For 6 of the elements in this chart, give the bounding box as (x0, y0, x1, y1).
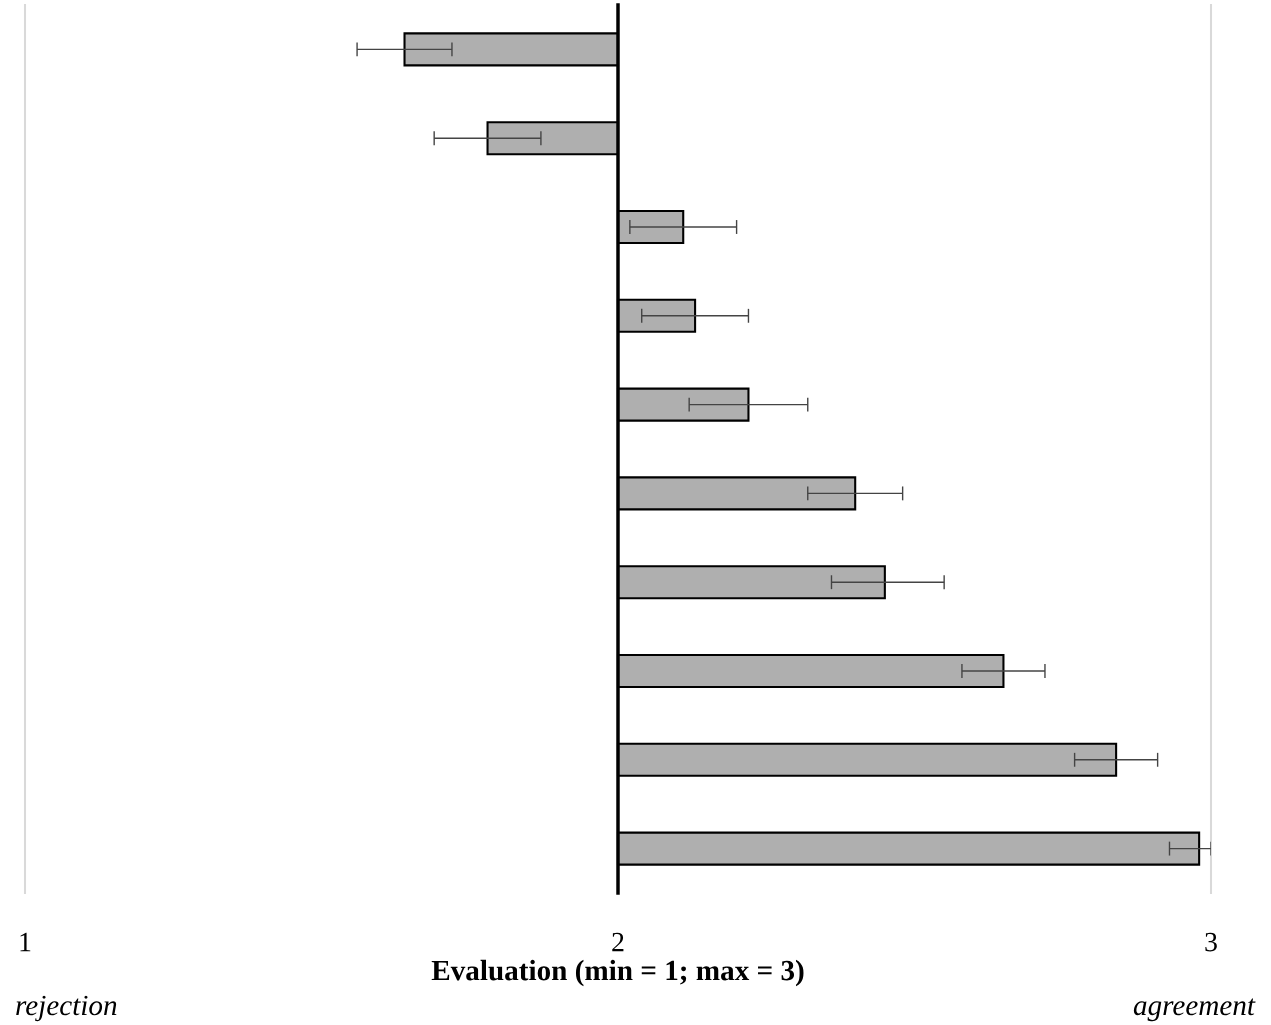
text: rejection (16, 995, 117, 1022)
x-tick-label: 1 (20, 932, 31, 952)
x-tick-label: 3 (1205, 932, 1217, 952)
text: agreement (1133, 998, 1256, 1022)
x-tick-label: 2 (612, 932, 624, 952)
x-axis-title: Evaluation (min = 1; max = 3) (431, 959, 804, 987)
